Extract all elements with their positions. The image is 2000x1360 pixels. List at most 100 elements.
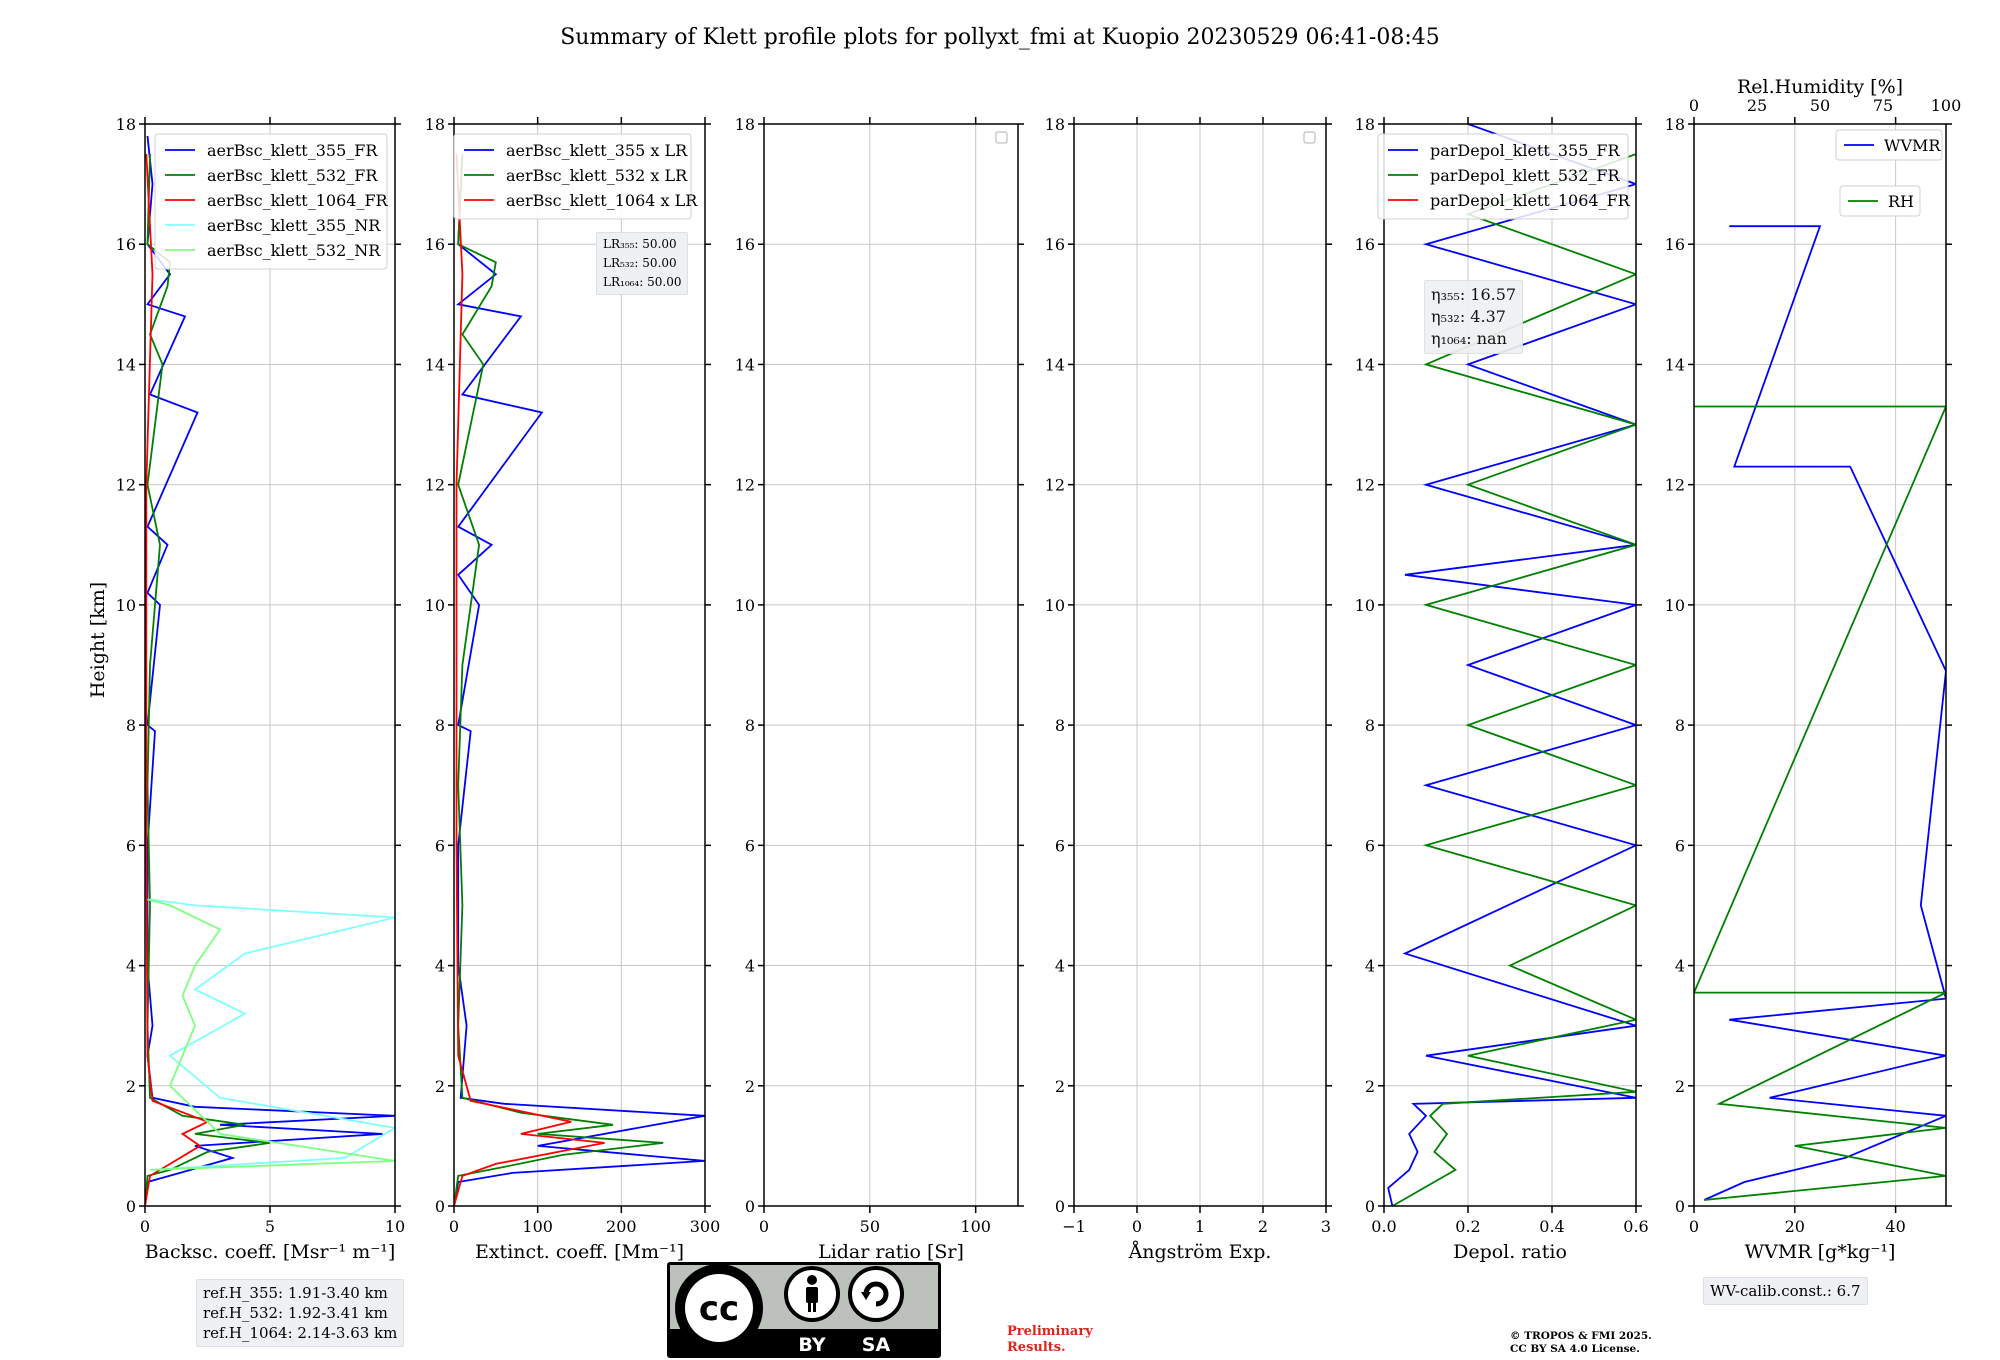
legend-label: aerBsc_klett_532 x LR	[506, 166, 688, 185]
y-tick-label: 12	[116, 476, 136, 495]
legend-label: parDepol_klett_1064_FR	[1430, 191, 1631, 210]
x-tick-label: 3	[1321, 1217, 1331, 1236]
y-tick-label: 0	[1365, 1197, 1375, 1216]
y-tick-label: 8	[745, 716, 755, 735]
x-tick-label: 40	[1885, 1217, 1905, 1236]
x-tick-label: 0.0	[1371, 1217, 1396, 1236]
x-tick-label: 300	[690, 1217, 721, 1236]
y-tick-label: 12	[425, 476, 445, 495]
axes-frame	[1383, 123, 1637, 1207]
x-tick-label: 2	[1258, 1217, 1268, 1236]
legend-label: aerBsc_klett_532_NR	[207, 241, 381, 260]
y-tick-label: 14	[1665, 355, 1685, 374]
y-tick-label: 18	[735, 115, 755, 134]
legend-label: aerBsc_klett_355 x LR	[506, 141, 688, 160]
y-tick-label: 14	[1355, 355, 1375, 374]
y-tick-label: 8	[435, 716, 445, 735]
axes-frame	[1073, 123, 1327, 1207]
y-tick-label: 0	[126, 1197, 136, 1216]
y-tick-label: 2	[1365, 1077, 1375, 1096]
series-line-wvmr	[1703, 225, 1946, 1201]
axes-frame	[763, 123, 1019, 1207]
series-line-rh	[1694, 405, 1946, 1201]
x-tick-label: 20	[1785, 1217, 1805, 1236]
legend-label: parDepol_klett_355_FR	[1430, 141, 1621, 160]
preliminary-line1: Preliminary	[1007, 1324, 1093, 1339]
license-sa-label: SA	[862, 1334, 891, 1356]
y-tick-label: 4	[126, 957, 136, 976]
y-tick-label: 0	[1675, 1197, 1685, 1216]
panel-5: 0 2 4 6 8 10 12 14 16 18 0.0 0.2 0.4 0.6 Depol. ratio p…	[1355, 115, 1649, 1263]
y-tick-label: 16	[1665, 235, 1685, 254]
preliminary-line2: Results.	[1007, 1340, 1066, 1355]
y-tick-label: 18	[1045, 115, 1065, 134]
y-tick-label: 2	[1055, 1077, 1065, 1096]
y-tick-label: 10	[735, 596, 755, 615]
y-tick-label: 12	[1045, 476, 1065, 495]
legend-label: aerBsc_klett_1064 x LR	[506, 191, 698, 210]
x2-tick-label: 50	[1810, 96, 1830, 115]
lidar-ratio-355: LR₃₅₅: 50.00	[603, 237, 677, 251]
y-tick-label: 18	[425, 115, 445, 134]
x-tick-label: 0.2	[1455, 1217, 1480, 1236]
x-tick-label: 0.6	[1623, 1217, 1648, 1236]
y-tick-label: 0	[745, 1197, 755, 1216]
y-tick-label: 14	[425, 355, 445, 374]
y-tick-label: 10	[1045, 596, 1065, 615]
x-axis-label: Ångström Exp.	[1128, 1241, 1272, 1263]
legend-label: aerBsc_klett_1064_FR	[207, 191, 389, 210]
y-tick-label: 10	[1355, 596, 1375, 615]
legend-label: RH	[1888, 192, 1914, 211]
eta-532: η₅₃₂: 4.37	[1431, 307, 1506, 326]
share-alike-icon	[848, 1266, 904, 1322]
x-tick-label: 50	[860, 1217, 880, 1236]
legend-label: aerBsc_klett_355_NR	[207, 216, 381, 235]
attribution-person-icon	[784, 1266, 840, 1322]
license-by-label: BY	[798, 1334, 825, 1356]
eta-box: η₃₅₅: 16.57 η₅₃₂: 4.37 η₁₀₆₄: nan	[1424, 280, 1524, 354]
y-tick-label: 14	[735, 355, 755, 374]
y-tick-label: 14	[116, 355, 136, 374]
y-tick-label: 18	[116, 115, 136, 134]
lidar-ratio-1064: LR₁₀₆₄: 50.00	[603, 275, 682, 289]
x-tick-label: 0	[449, 1217, 459, 1236]
empty-legend-marker	[1303, 131, 1316, 144]
x-tick-label: −1	[1062, 1217, 1086, 1236]
x-tick-label: 5	[265, 1217, 275, 1236]
x-tick-label: 0	[759, 1217, 769, 1236]
copyright-line1: © TROPOS & FMI 2025.	[1510, 1330, 1652, 1342]
copyright-line2: CC BY SA 4.0 License.	[1510, 1343, 1640, 1355]
y-tick-label: 10	[116, 596, 136, 615]
y-tick-label: 14	[1045, 355, 1065, 374]
panel-3: 0 2 4 6 8 10 12 14 16 18 0 50 100 Lidar ratio [Sr]	[735, 115, 1024, 1263]
y-tick-label: 16	[735, 235, 755, 254]
y-tick-label: 2	[1675, 1077, 1685, 1096]
y-tick-label: 16	[1355, 235, 1375, 254]
series-line-aerbsc-klett-355-fr	[145, 135, 395, 1206]
axes-frame	[1693, 123, 1947, 1207]
series-line-aerbsc-klett-532-fr	[145, 154, 271, 1206]
x-tick-label: 1	[1195, 1217, 1205, 1236]
y-tick-label: 6	[435, 836, 445, 855]
x-tick-label: 100	[960, 1217, 991, 1236]
x2-axis-label: Rel.Humidity [%]	[1737, 76, 1903, 98]
y-tick-label: 8	[1675, 716, 1685, 735]
y-tick-label: 2	[745, 1077, 755, 1096]
empty-legend-marker	[995, 131, 1008, 144]
y-tick-label: 6	[745, 836, 755, 855]
x-tick-label: 100	[522, 1217, 553, 1236]
legend-wvmr: WVMR	[1835, 129, 1943, 161]
axes-frame	[453, 123, 706, 1207]
x2-tick-label: 75	[1873, 96, 1893, 115]
x-axis-label: Lidar ratio [Sr]	[818, 1241, 964, 1263]
y-tick-label: 6	[1675, 836, 1685, 855]
y-tick-label: 8	[1365, 716, 1375, 735]
y-tick-label: 8	[1055, 716, 1065, 735]
x-axis-label: Backsc. coeff. [Msr⁻¹ m⁻¹]	[145, 1241, 396, 1263]
series-line-aerbsc-klett-532-x-lr	[454, 154, 664, 1206]
copyright-note: © TROPOS & FMI 2025. CC BY SA 4.0 Licens…	[1510, 1330, 1652, 1356]
y-tick-label: 10	[425, 596, 445, 615]
y-tick-label: 2	[126, 1077, 136, 1096]
